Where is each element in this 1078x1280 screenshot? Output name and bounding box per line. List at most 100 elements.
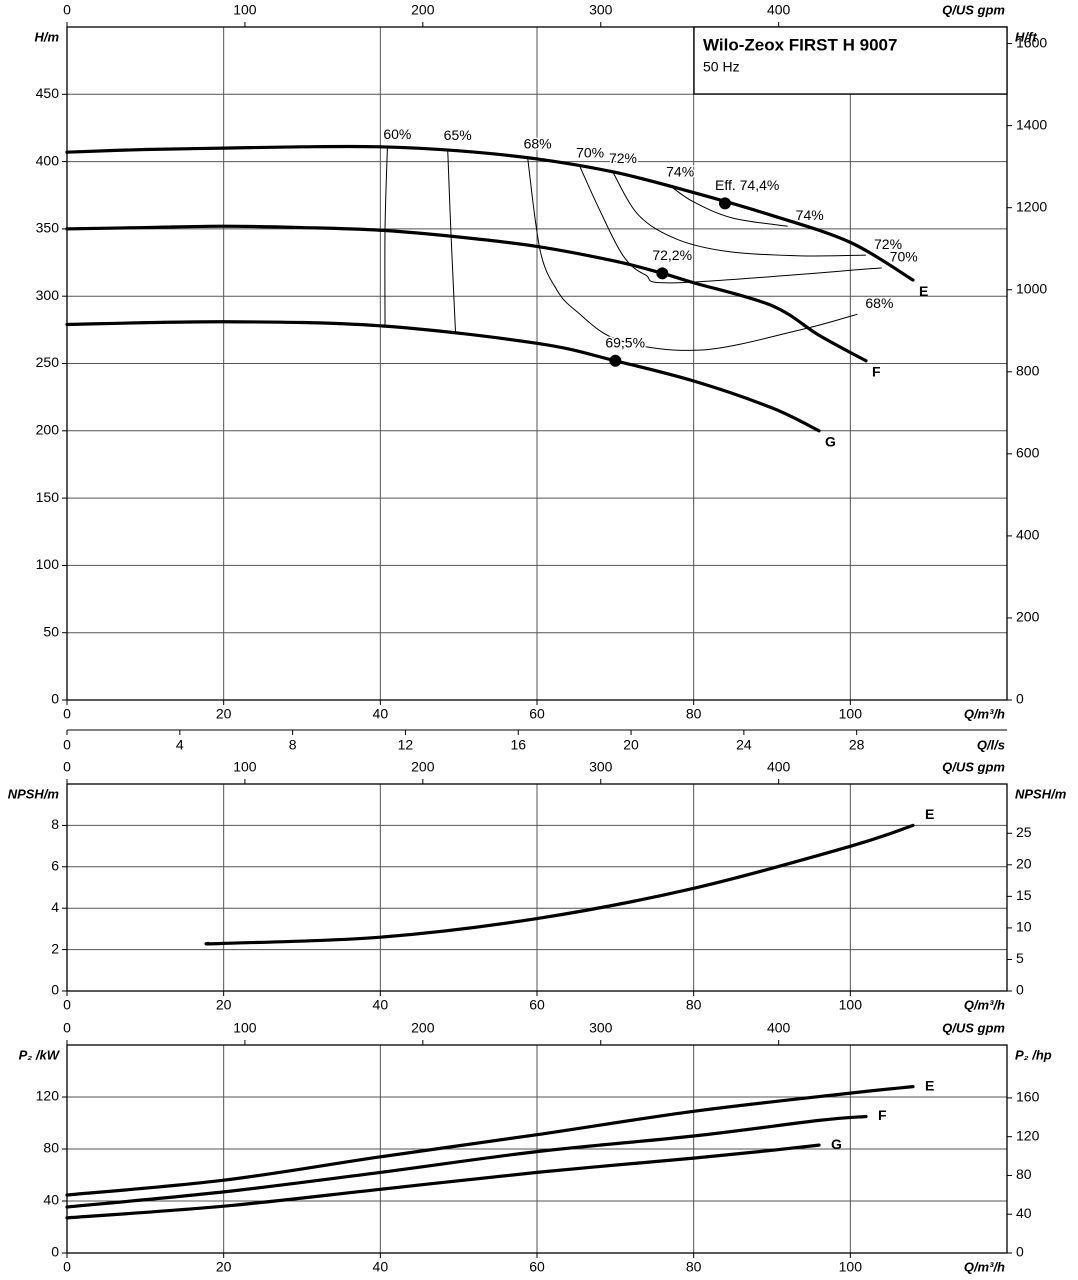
y-tick-label: 80 — [43, 1140, 59, 1156]
x3-tick-label: 0 — [63, 737, 71, 753]
curve-label: F — [872, 364, 881, 380]
y2-tick-label: 160 — [1016, 1089, 1040, 1105]
x-tick-label: 80 — [686, 706, 702, 722]
y-tick-label: 200 — [36, 422, 60, 438]
efficiency-label: 72% — [874, 236, 902, 252]
y-tick-label: 120 — [36, 1088, 60, 1104]
x-tick-label: 80 — [686, 997, 702, 1013]
y-tick-label: 8 — [51, 816, 59, 832]
curve-label: E — [925, 1077, 934, 1093]
curve — [65, 224, 868, 363]
curve-label: F — [878, 1107, 887, 1123]
x-tick-label: 40 — [373, 997, 389, 1013]
efficiency-label: 60% — [383, 126, 411, 142]
x3-tick-label: 8 — [289, 737, 297, 753]
y2-tick-label: 1000 — [1016, 280, 1047, 296]
x2-tick-label: 300 — [589, 2, 613, 18]
y-tick-label: 0 — [51, 1244, 59, 1260]
x2-tick-label: 400 — [767, 759, 791, 775]
x3-tick-label: 16 — [510, 737, 526, 753]
y-tick-label: 0 — [51, 982, 59, 998]
y2-tick-label: 0 — [1016, 982, 1024, 998]
duty-point — [719, 197, 731, 210]
y-tick-label: 0 — [51, 691, 59, 707]
x2-tick-label: 300 — [589, 1020, 613, 1036]
x2-tick-label: 300 — [589, 759, 613, 775]
y-tick-label: 6 — [51, 858, 59, 874]
duty-point-label: Eff. 74,4% — [715, 177, 779, 193]
y-tick-label: 250 — [36, 354, 60, 370]
efficiency-label: 74% — [666, 164, 694, 180]
y-tick-label: 300 — [36, 287, 60, 303]
x3-tick-label: 28 — [849, 737, 865, 753]
y2-tick-label: 25 — [1016, 824, 1032, 840]
plot-frame — [66, 1044, 1008, 1254]
x-tick-label: 100 — [839, 1259, 863, 1275]
y2-tick-label: 20 — [1016, 856, 1032, 872]
x3-tick-label: 12 — [398, 737, 414, 753]
duty-point — [609, 354, 622, 367]
title-box — [693, 26, 1008, 95]
curve-label: G — [825, 434, 836, 450]
y2-tick-label: 10 — [1016, 919, 1032, 935]
y2-tick-label: 400 — [1016, 527, 1040, 543]
chart-title: Wilo-Zeox FIRST H 9007 — [703, 35, 897, 54]
y2-tick-label: 1600 — [1016, 34, 1047, 50]
y-tick-label: 50 — [43, 623, 59, 639]
y2-tick-label: 15 — [1016, 887, 1032, 903]
x-tick-label: 100 — [839, 706, 863, 722]
y2-tick-label: 800 — [1016, 362, 1040, 378]
y-tick-label: 450 — [36, 85, 60, 101]
efficiency-label: 72% — [609, 150, 637, 166]
efficiency-curve — [527, 157, 858, 351]
y2-tick-label: 0 — [1016, 691, 1024, 707]
curve — [65, 144, 915, 282]
x2-tick-label: 400 — [767, 2, 791, 18]
x2-tick-label: 100 — [233, 2, 257, 18]
x-tick-label: 80 — [686, 1259, 702, 1275]
x2-tick-label: 200 — [411, 1020, 435, 1036]
x-tick-label: 0 — [63, 1259, 71, 1275]
y2-tick-label: 600 — [1016, 445, 1040, 461]
x2-tick-label: 200 — [411, 759, 435, 775]
curve-label: E — [919, 283, 928, 299]
efficiency-label: 65% — [444, 127, 472, 143]
y-tick-label: 2 — [51, 940, 59, 956]
y-tick-label: 400 — [36, 152, 60, 168]
efficiency-curve — [612, 172, 867, 257]
y2-axis-label: P₂ /hp — [1015, 1047, 1052, 1062]
duty-point-label: 72,2% — [652, 247, 692, 263]
efficiency-label: 70% — [890, 249, 918, 265]
y2-tick-label: 120 — [1016, 1127, 1040, 1143]
x-tick-label: 60 — [529, 997, 545, 1013]
y2-tick-label: 40 — [1016, 1205, 1032, 1221]
x-tick-label: 0 — [63, 706, 71, 722]
x-tick-label: 60 — [529, 706, 545, 722]
y2-tick-label: 1200 — [1016, 198, 1047, 214]
x2-tick-label: 400 — [767, 1020, 791, 1036]
x3-tick-label: 4 — [176, 737, 184, 753]
x-axis-label: Q/m³/h — [964, 1259, 1005, 1274]
y2-axis-label: H/ft — [1015, 29, 1037, 44]
curve — [204, 823, 915, 946]
efficiency-curve — [669, 185, 788, 227]
curve — [65, 1143, 821, 1220]
y-tick-label: 40 — [43, 1192, 59, 1208]
x3-tick-label: 24 — [736, 737, 752, 753]
curve — [65, 1085, 915, 1197]
curve — [65, 320, 821, 433]
plot-frame — [66, 26, 1008, 701]
x2-tick-label: 100 — [233, 759, 257, 775]
x2-tick-label: 0 — [63, 759, 71, 775]
y-axis-label: H/m — [34, 29, 59, 44]
plot-frame — [66, 783, 1008, 992]
y-tick-label: 350 — [36, 220, 60, 236]
curve — [65, 1114, 868, 1209]
y-axis-label: NPSH/m — [8, 786, 60, 801]
y-tick-label: 150 — [36, 489, 60, 505]
y-tick-label: 4 — [51, 899, 59, 915]
x2-tick-label: 100 — [233, 1020, 257, 1036]
y-tick-label: 100 — [36, 556, 60, 572]
x-tick-label: 20 — [216, 997, 232, 1013]
